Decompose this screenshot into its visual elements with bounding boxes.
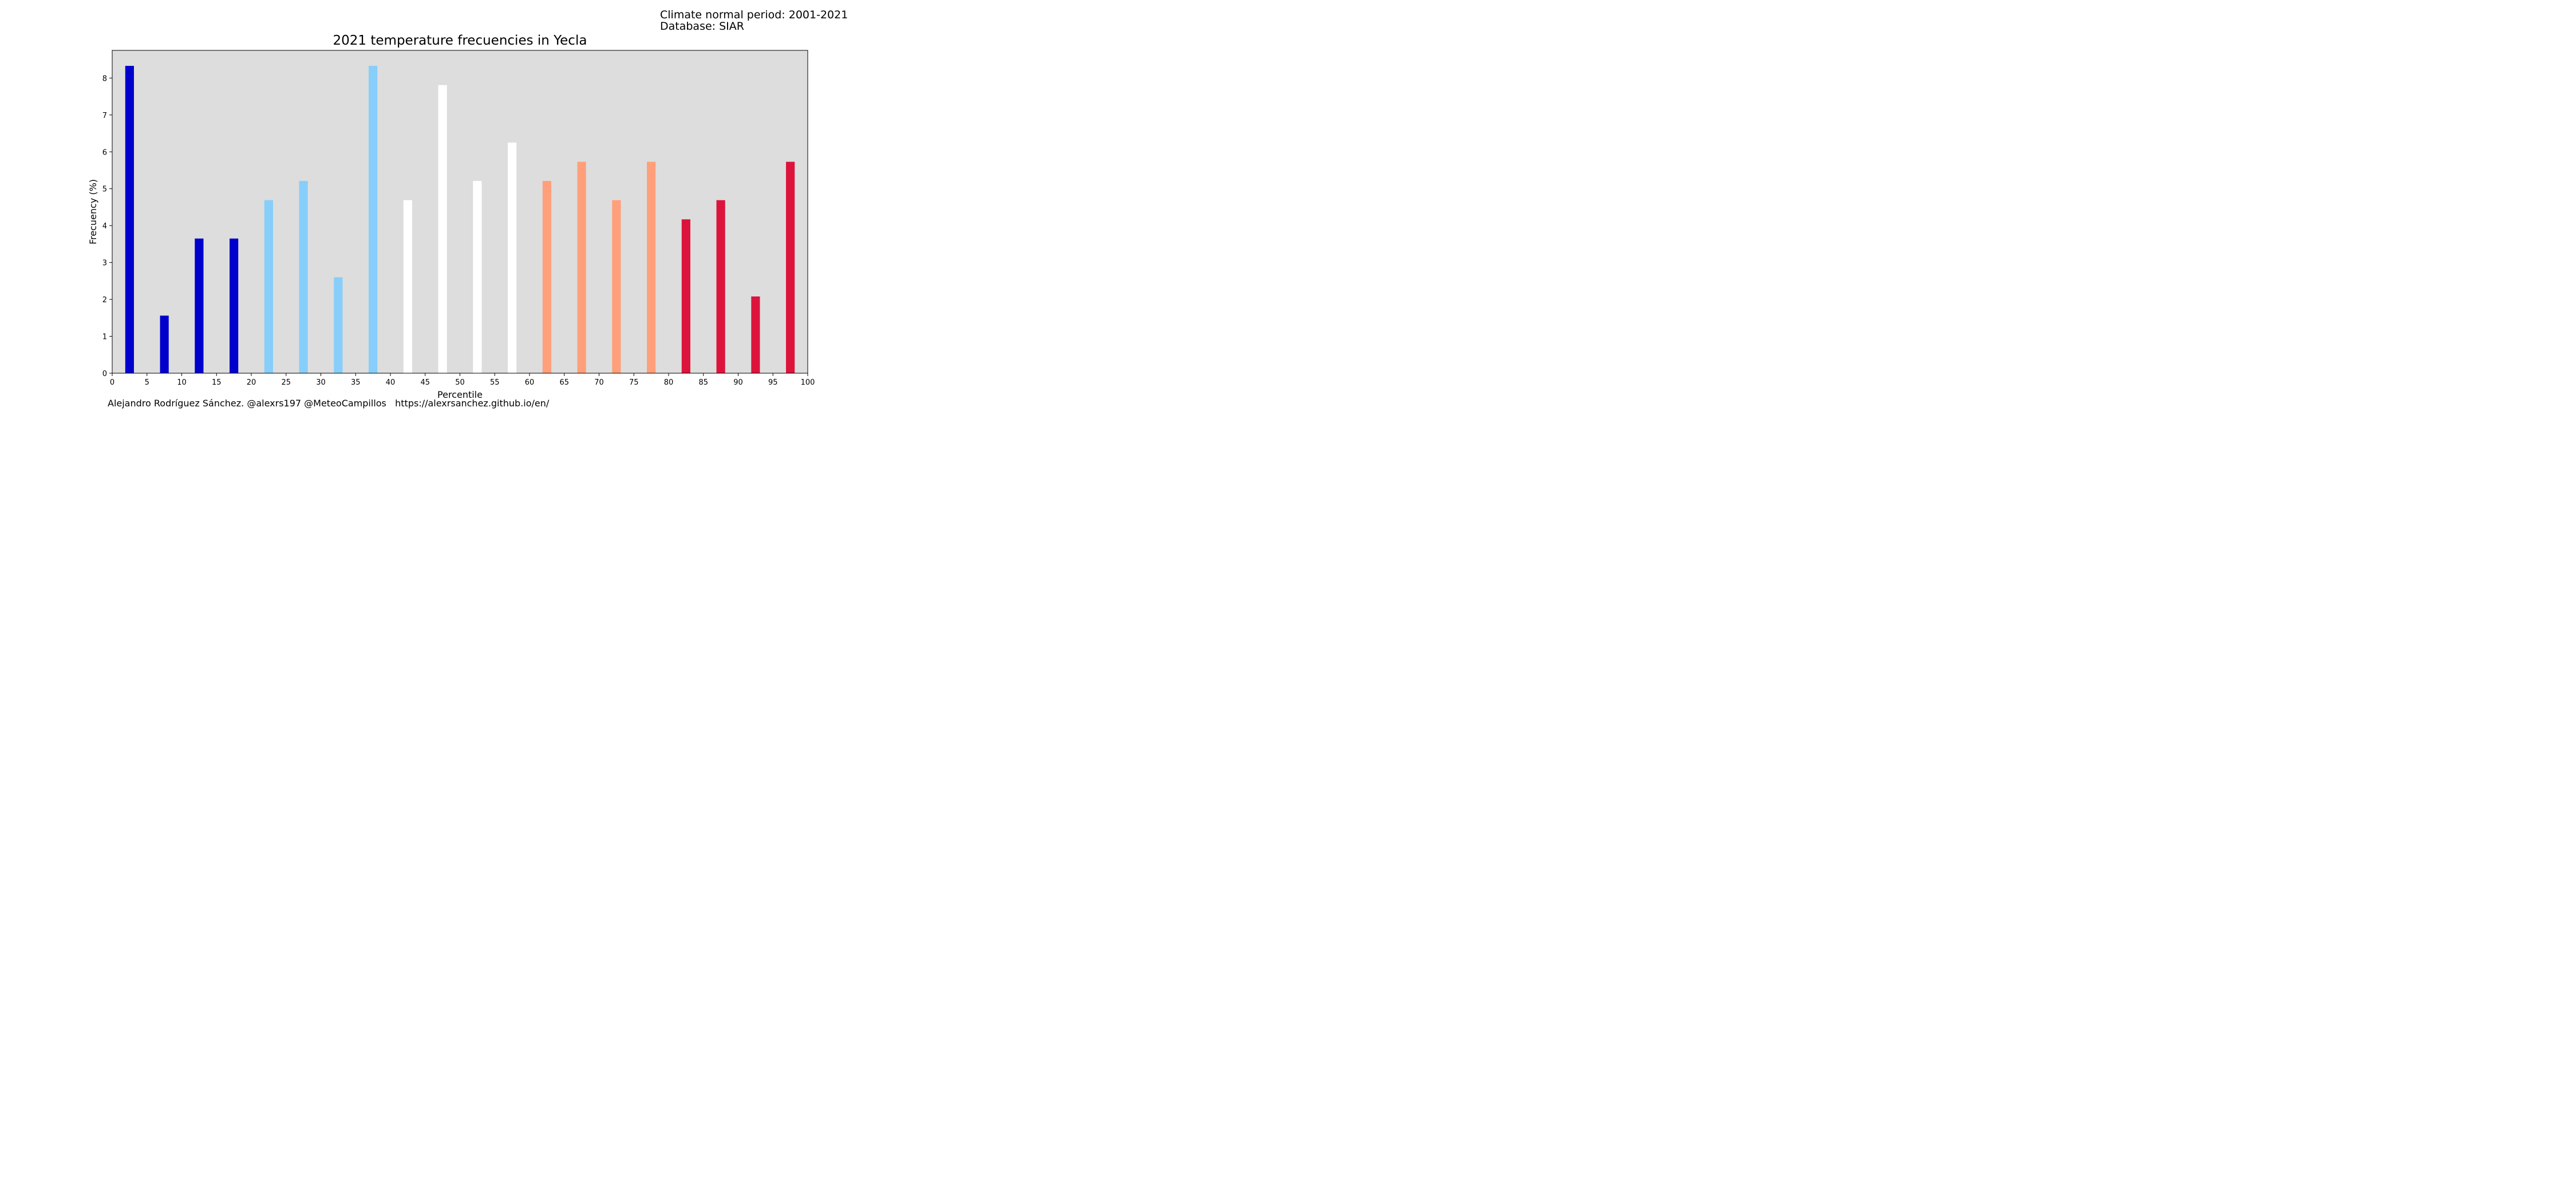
chart-title: 2021 temperature frecuencies in Yecla (333, 33, 587, 48)
x-tick-label: 10 (177, 378, 187, 387)
bar-p77.5 (647, 161, 656, 373)
bar-p22.5 (264, 200, 273, 373)
y-tick-label: 0 (102, 370, 107, 378)
x-tick-label: 5 (145, 378, 149, 387)
bar-p32.5 (334, 277, 343, 373)
x-tick-label: 100 (801, 378, 815, 387)
x-axis-label: Percentile (437, 389, 483, 400)
bar-p62.5 (542, 181, 551, 373)
y-tick-label: 5 (102, 185, 107, 194)
x-tick-label: 0 (110, 378, 114, 387)
x-tick-label: 75 (629, 378, 639, 387)
plot-area (112, 50, 808, 373)
bar-p12.5 (195, 238, 204, 373)
x-tick-label: 65 (559, 378, 569, 387)
y-tick-label: 2 (102, 296, 107, 305)
y-tick-label: 6 (102, 148, 107, 157)
bar-p7.5 (160, 315, 169, 373)
info-block: Climate normal period: 2001-2021 Databas… (660, 9, 848, 32)
bar-p97.5 (786, 161, 795, 373)
database-text: Database: SIAR (660, 20, 744, 33)
x-tick-label: 60 (525, 378, 535, 387)
climate-normal-period-text: Climate normal period: 2001-2021 (660, 9, 848, 21)
x-tick-label: 30 (316, 378, 326, 387)
bar-p72.5 (612, 200, 621, 373)
y-axis-ticks: 0 1 2 3 4 5 6 7 8 (102, 74, 112, 378)
bars-group (125, 66, 795, 373)
bar-p47.5 (438, 85, 447, 373)
bar-p57.5 (508, 143, 517, 373)
y-tick-label: 7 (102, 112, 107, 120)
x-axis-ticks: 0 5 10 15 20 25 30 35 40 45 50 55 60 65 70 75 80 85 90 95 10… (110, 373, 815, 387)
x-tick-label: 45 (420, 378, 430, 387)
bar-p17.5 (230, 238, 239, 373)
x-tick-label: 90 (733, 378, 743, 387)
y-tick-label: 1 (102, 333, 107, 342)
x-tick-label: 95 (768, 378, 778, 387)
bar-p2.5 (125, 66, 134, 373)
y-axis-label: Frecuency (%) (88, 179, 98, 244)
bar-p27.5 (299, 181, 308, 373)
x-tick-label: 40 (386, 378, 396, 387)
x-tick-label: 50 (455, 378, 465, 387)
x-tick-label: 80 (664, 378, 674, 387)
bar-p67.5 (577, 161, 586, 373)
y-tick-label: 3 (102, 259, 107, 268)
x-tick-label: 85 (698, 378, 708, 387)
bar-p42.5 (403, 200, 412, 373)
x-tick-label: 25 (281, 378, 291, 387)
bar-chart: 0 5 10 15 20 25 30 35 40 45 50 55 60 65 70 75 80 85 90 95 10… (88, 50, 815, 400)
plot-frame (112, 50, 808, 374)
x-tick-label: 20 (247, 378, 256, 387)
bar-p87.5 (716, 200, 725, 373)
x-tick-label: 70 (594, 378, 604, 387)
credit-footer: Alejandro Rodríguez Sánchez. @alexrs197 … (108, 398, 550, 409)
x-tick-label: 55 (490, 378, 500, 387)
y-tick-label: 8 (102, 74, 107, 83)
y-tick-label: 4 (102, 222, 107, 231)
bar-p92.5 (751, 296, 760, 373)
x-tick-label: 15 (212, 378, 222, 387)
x-tick-label: 35 (351, 378, 361, 387)
bar-p82.5 (681, 219, 690, 373)
bar-p37.5 (369, 66, 378, 373)
bar-p52.5 (473, 181, 482, 373)
